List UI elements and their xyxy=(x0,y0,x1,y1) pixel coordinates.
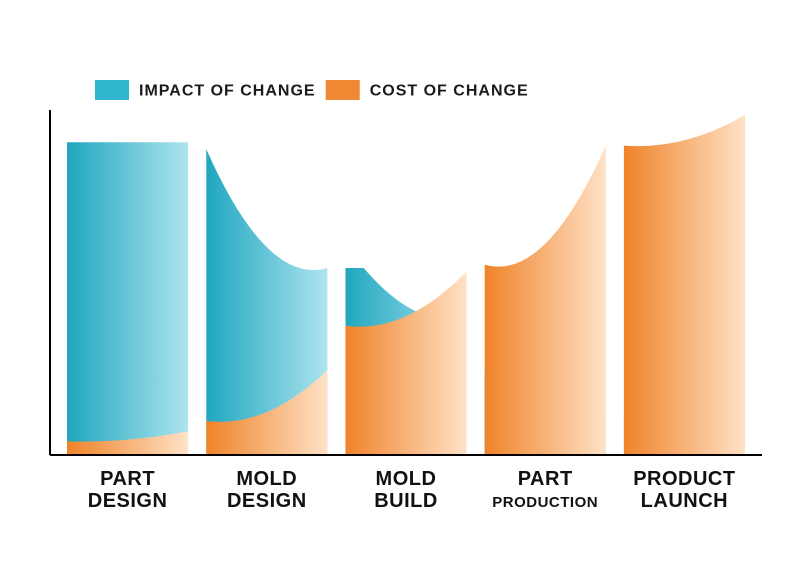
chart-bar xyxy=(67,124,188,456)
stage-label: DESIGN xyxy=(227,490,307,512)
legend-label: COST OF CHANGE xyxy=(370,83,529,100)
change-impact-cost-chart: PARTDESIGNMOLDDESIGNMOLDBUILDPARTPRODUCT… xyxy=(0,0,812,570)
legend-swatch xyxy=(95,80,129,100)
legend-label: IMPACT OF CHANGE xyxy=(139,83,316,100)
stage-label: MOLD xyxy=(376,468,437,490)
chart-bar xyxy=(624,115,745,455)
stage-label: PRODUCT xyxy=(633,468,735,490)
stage-label: PART xyxy=(518,468,573,490)
stage-label: MOLD xyxy=(236,468,297,490)
stage-label: DESIGN xyxy=(88,490,168,512)
stage-label: PART xyxy=(100,468,155,490)
stage-label: BUILD xyxy=(374,490,438,512)
stage-label: PRODUCTION xyxy=(492,494,598,511)
stage-label: LAUNCH xyxy=(641,490,728,512)
legend-swatch xyxy=(326,80,360,100)
